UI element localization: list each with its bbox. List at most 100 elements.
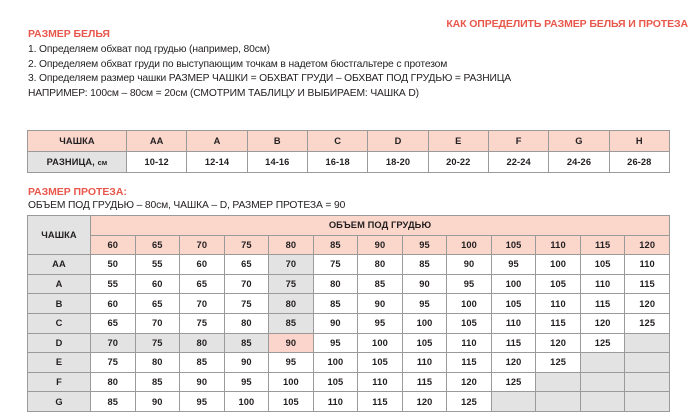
size-column-header: 80 [268,234,314,256]
instruction-line-1: 1. Определяем обхват под грудью (наприме… [28,44,270,55]
cup-cell: AA [125,130,188,152]
size-cell: 90 [179,371,225,393]
size-cell: 85 [401,254,448,275]
size-cell: 70 [223,273,270,295]
table-row: D 70 75 80 85 90 95 100 105 110 115 120 125 [27,332,670,354]
cup-cell: H [608,130,671,152]
size-cell: 105 [490,293,537,314]
size-cell: 115 [446,352,492,373]
size-cell: 115 [579,293,626,314]
size-column-header: 105 [490,234,537,256]
size-cell: 90 [134,391,181,412]
size-cell: 95 [179,391,225,412]
table-row-band-title: ЧАШКА ОБЪЕМ ПОД ГРУДЬЮ [27,214,670,256]
size-cell: 95 [312,332,359,354]
difference-cell: 20-22 [427,151,489,173]
size-cell: 80 [357,254,403,275]
size-column-header: 60 [90,234,136,256]
prosthesis-size-table-body: ЧАШКА ОБЪЕМ ПОД ГРУДЬЮ 60 65 70 75 80 85 90 95 100… [27,214,670,412]
size-column-header: 100 [446,234,492,256]
size-cell-empty [624,371,670,393]
size-cell-empty [579,371,626,393]
size-cell: 115 [490,332,537,354]
cup-cell: D [367,130,429,152]
underwear-section-title: РАЗМЕР БЕЛЬЯ [28,28,110,40]
size-cell: 70 [268,254,314,275]
difference-unit: см [97,158,108,167]
size-cell: 80 [268,293,314,314]
cup-cell: A [186,130,248,152]
size-cell: 80 [223,312,270,334]
table-row: AA 50 55 60 65 70 75 80 85 90 95 100 105 110 [27,254,670,275]
size-cell: 110 [312,391,359,412]
cup-difference-table-wrapper: ЧАШКА AA A B C D E F G H РАЗНИЦА, см 10-… [27,130,671,173]
difference-cell: 22-24 [487,151,550,173]
instruction-line-3: 3. Определяем размер чашки РАЗМЕР ЧАШКИ … [28,73,511,85]
size-cell: 75 [179,312,225,334]
size-cell-empty [535,371,581,393]
size-cell-empty [579,352,626,373]
size-cell: 90 [268,332,314,354]
size-cell: 85 [223,332,270,354]
size-cell: 60 [134,273,181,295]
size-cell-empty [490,391,537,412]
size-cell: 105 [446,312,492,334]
size-cell: 50 [90,254,136,275]
size-cell: 100 [490,273,537,295]
difference-cell: 14-16 [246,151,308,173]
difference-row-label: РАЗНИЦА, см [27,151,127,173]
size-cell: 105 [401,332,448,354]
size-cell: 80 [312,273,359,295]
size-cell: 95 [401,293,448,314]
size-column-header: 65 [134,234,181,256]
size-cell: 85 [90,391,136,412]
size-cell: 125 [446,391,492,412]
prosthesis-size-table-wrapper: ЧАШКА ОБЪЕМ ПОД ГРУДЬЮ 60 65 70 75 80 85 90 95 100… [27,214,670,412]
page-title: КАК ОПРЕДЕЛИТЬ РАЗМЕР БЕЛЬЯ И ПРОТЕЗА [446,18,688,30]
size-cell: 95 [268,352,314,373]
size-cell: 110 [401,352,448,373]
underwear-size-section: РАЗМЕР БЕЛЬЯ 1. Определяем обхват под гр… [28,28,678,101]
difference-label-text: РАЗНИЦА, [46,157,95,167]
difference-cell: 10-12 [125,151,188,173]
size-cell: 105 [535,273,581,295]
size-cell: 110 [579,273,626,295]
size-cell: 75 [134,332,181,354]
size-cell: 120 [446,371,492,393]
size-cell: 120 [535,332,581,354]
size-cell: 105 [312,371,359,393]
difference-cell: 12-14 [186,151,248,173]
size-column-header: 70 [179,234,225,256]
cup-row-label: A [27,273,91,295]
size-cell: 75 [312,254,359,275]
size-cell: 75 [223,293,270,314]
size-cell-empty [624,391,670,412]
cup-row-label: B [27,293,91,314]
size-cell: 125 [535,352,581,373]
size-cell: 85 [268,312,314,334]
difference-cell: 24-26 [548,151,610,173]
size-cell: 110 [446,332,492,354]
prosthesis-example-line: ОБЪЕМ ПОД ГРУДЬЮ – 80см, ЧАШКА – D, РАЗМ… [28,200,346,211]
size-cell: 115 [357,391,403,412]
size-cell: 90 [446,254,492,275]
table-row: E 75 80 85 90 95 100 105 110 115 120 125 [27,352,670,373]
size-cell: 100 [268,371,314,393]
size-cell: 70 [134,312,181,334]
instruction-line-4: НАПРИМЕР: 100см – 80см = 20см (СМОТРИМ Т… [28,87,419,99]
size-cell: 105 [357,352,403,373]
size-cell: 95 [490,254,537,275]
size-cell: 100 [401,312,448,334]
size-cell: 125 [490,371,537,393]
size-cell-empty [624,332,670,354]
size-cell: 95 [223,371,270,393]
size-cell: 90 [401,273,448,295]
size-column-header: 110 [535,234,581,256]
cup-cell: F [487,130,550,152]
table-row-cup-header: ЧАШКА AA A B C D E F G H [27,130,671,152]
size-cell: 75 [268,273,314,295]
difference-cell: 18-20 [367,151,429,173]
size-cell: 120 [579,312,626,334]
prosthesis-section-title: РАЗМЕР ПРОТЕЗА: [28,186,127,198]
